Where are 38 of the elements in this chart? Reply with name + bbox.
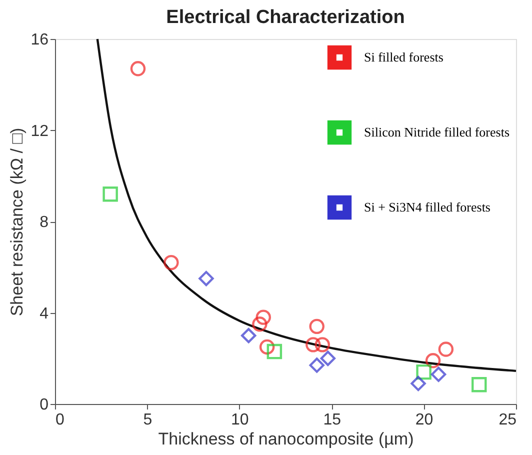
y-axis-title: Sheet resistance (kΩ / □)	[8, 128, 27, 316]
x-tick-label: 15	[323, 412, 342, 428]
point	[410, 376, 426, 392]
y-tick-label: 0	[40, 396, 49, 414]
x-tick-label: 0	[56, 412, 64, 428]
point	[198, 270, 214, 286]
point	[416, 364, 432, 380]
x-tick-label: 25	[498, 412, 517, 428]
point	[102, 186, 118, 202]
y-tick-label: 8	[40, 214, 49, 231]
point	[309, 358, 324, 373]
point	[430, 366, 446, 382]
legend-label: Si + Si3N4 filled forests	[364, 200, 490, 214]
chart-title: Electrical Characterization	[166, 7, 405, 28]
legend-label: Si filled forests	[364, 50, 444, 64]
point	[252, 316, 268, 332]
y-tick-label: 4	[40, 305, 49, 322]
point	[320, 350, 336, 366]
legend-label: Silicon Nitride filled forests	[364, 124, 510, 140]
point	[314, 337, 330, 352]
y-tick-label: 16	[30, 32, 49, 48]
point	[425, 353, 441, 368]
x-tick-label: 20	[415, 412, 434, 428]
x-axis-title: Thickness of nanocomposite (µm)	[158, 430, 414, 448]
line-series	[96, 38, 518, 372]
point	[164, 254, 179, 270]
point	[472, 376, 487, 392]
point	[306, 337, 321, 352]
y-tick-label: 12	[30, 122, 49, 140]
point	[259, 339, 275, 355]
point	[309, 318, 324, 334]
point	[266, 344, 282, 360]
point	[256, 310, 271, 325]
point	[130, 61, 146, 76]
x-tick-label: 10	[231, 412, 249, 428]
point	[241, 328, 256, 344]
x-tick-label: 5	[143, 412, 152, 428]
point	[438, 342, 454, 357]
